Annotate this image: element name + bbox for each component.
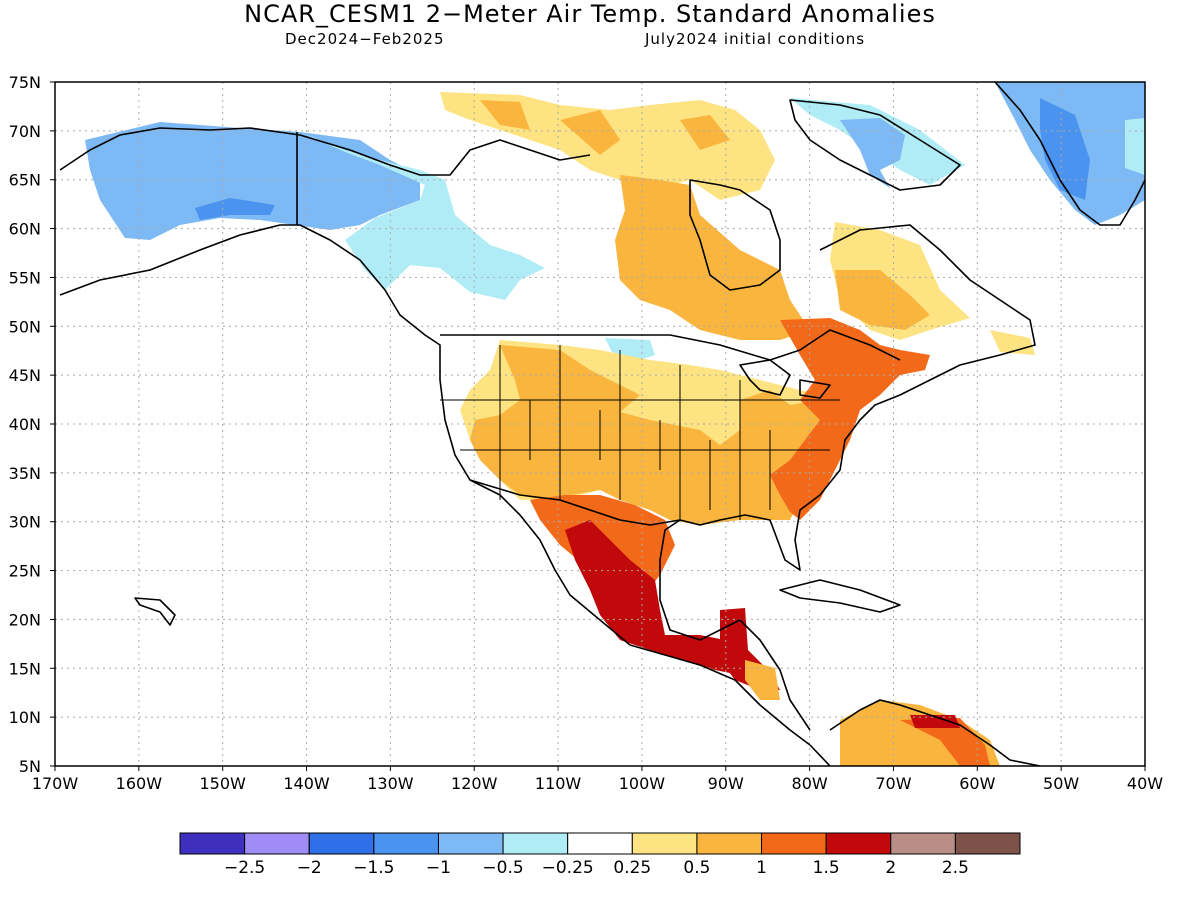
lon-tick-label: 110W — [535, 774, 582, 793]
anomaly-region-canada-plus-0-5 — [480, 100, 810, 340]
initial-conditions-subtitle: July2024 initial conditions — [645, 30, 866, 48]
anomaly-region-alaska-minus-1-5 — [195, 198, 275, 220]
colorbar-label: −1 — [426, 858, 451, 878]
colorbar-label: −2 — [297, 858, 322, 878]
lon-tick-label: 130W — [367, 774, 414, 793]
lat-tick-label: 30N — [9, 513, 41, 532]
lon-tick-label: 40W — [1127, 774, 1163, 793]
lon-tick-label: 50W — [1043, 774, 1079, 793]
anomaly-region-nw-canada-minus-0-5 — [300, 132, 545, 300]
coast-hawaii — [134, 597, 176, 626]
anomaly-shading — [85, 82, 1145, 766]
lon-tick-label: 120W — [451, 774, 498, 793]
colorbar-label: 2 — [885, 858, 896, 878]
anomaly-region-venezuela-plus-1-5 — [910, 715, 960, 728]
colorbar-swatch — [696, 832, 763, 855]
lon-tick-label: 80W — [792, 774, 828, 793]
season-subtitle: Dec2024−Feb2025 — [285, 30, 445, 48]
colorbar: −2.5 −2 −1.5 −1 −0.5 −0.25 0.25 0.5 1 1.5 2 2.5 — [179, 832, 1021, 878]
colorbar-swatch — [179, 832, 246, 855]
coast-south-america — [829, 699, 1041, 766]
longitude-labels: 170W 160W 150W 140W 130W 120W 110W 100W 90W 80W 70… — [32, 766, 1163, 793]
lon-tick-label: 70W — [875, 774, 911, 793]
colorbar-swatch — [631, 832, 698, 855]
colorbar-swatch — [502, 832, 569, 855]
anomaly-region-northeast-plus-1 — [770, 318, 930, 520]
map-title: NCAR_CESM1 2−Meter Air Temp. Standard An… — [244, 0, 936, 28]
lat-tick-label: 55N — [9, 268, 41, 287]
latitude-labels: 75N 70N 65N 60N 55N 50N 45N 40N 35N 30N 25N 20N 15N 1… — [9, 73, 55, 776]
anomaly-region-central-america-plus-0-5 — [745, 660, 780, 700]
lon-tick-label: 100W — [619, 774, 666, 793]
coast-alaska — [59, 224, 831, 766]
colorbar-swatch — [437, 832, 504, 855]
colorbar-label: 0.5 — [683, 858, 710, 878]
lat-tick-label: 75N — [9, 73, 41, 92]
graticule — [55, 82, 1145, 766]
colorbar-label: 1 — [756, 858, 767, 878]
colorbar-swatch — [825, 832, 892, 855]
lon-tick-label: 140W — [283, 774, 330, 793]
colorbar-swatch — [890, 832, 956, 855]
coast-baffin — [789, 99, 961, 191]
border-us-mexico — [469, 479, 681, 526]
lon-tick-label: 90W — [708, 774, 744, 793]
lon-tick-label: 170W — [32, 774, 79, 793]
lat-tick-label: 10N — [9, 708, 41, 727]
anomaly-region-baffin-minus-1 — [840, 118, 905, 188]
colorbar-label: −0.5 — [482, 858, 523, 878]
coast-alaska-north — [59, 127, 591, 176]
anomaly-region-mexico-plus-1-5 — [565, 520, 745, 675]
colorbar-label: 2.5 — [942, 858, 969, 878]
anomaly-region-greenland-minus-1-5 — [1040, 98, 1090, 200]
anomaly-region-quebec-plus-0-5 — [835, 270, 930, 330]
lat-tick-label: 50N — [9, 317, 41, 336]
lat-tick-label: 20N — [9, 610, 41, 629]
lat-tick-label: 65N — [9, 171, 41, 190]
lon-tick-label: 160W — [116, 774, 163, 793]
coast-hudson-bay — [689, 179, 781, 291]
lon-tick-label: 60W — [959, 774, 995, 793]
lon-tick-label: 150W — [200, 774, 247, 793]
lat-tick-label: 35N — [9, 464, 41, 483]
colorbar-label: 0.25 — [613, 858, 651, 878]
coast-east-canada — [659, 224, 1036, 731]
anomaly-region-dakota-minus-0-5 — [605, 338, 655, 360]
colorbar-swatch — [244, 832, 310, 855]
colorbar-label: −2.5 — [224, 858, 265, 878]
lat-tick-label: 40N — [9, 415, 41, 434]
lat-tick-label: 5N — [19, 757, 41, 776]
lat-tick-label: 25N — [9, 562, 41, 581]
lat-tick-label: 60N — [9, 220, 41, 239]
coastlines — [59, 82, 1145, 766]
lat-tick-label: 45N — [9, 366, 41, 385]
colorbar-label: 1.5 — [813, 858, 840, 878]
colorbar-label: −0.25 — [542, 858, 594, 878]
state-lines — [440, 345, 840, 520]
colorbar-swatch — [954, 832, 1021, 855]
lat-tick-label: 15N — [9, 659, 41, 678]
coast-cuba — [779, 579, 901, 613]
colorbar-swatch — [761, 832, 827, 855]
colorbar-swatch — [567, 832, 633, 855]
anomaly-region-greenland-minus-0-5 — [1125, 118, 1145, 175]
coast-greenland — [994, 82, 1145, 226]
colorbar-swatch — [308, 832, 375, 855]
border-us-canada — [440, 329, 901, 361]
lat-tick-label: 70N — [9, 122, 41, 141]
colorbar-label: −1.5 — [353, 858, 394, 878]
anomaly-region-alaska-minus-1 — [85, 122, 420, 240]
colorbar-swatch — [373, 832, 439, 855]
